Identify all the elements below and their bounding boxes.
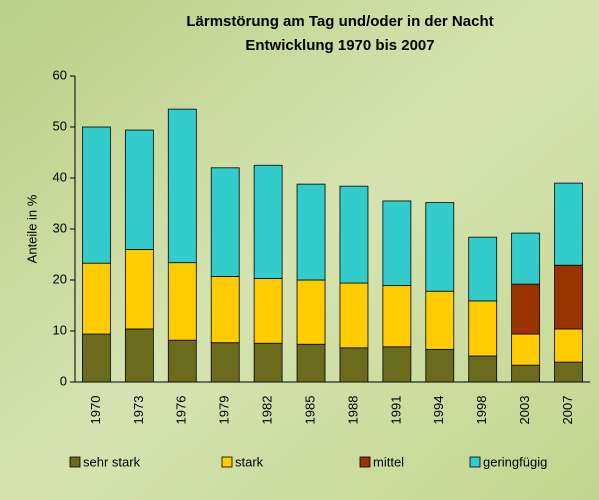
bar-segment (210, 276, 240, 344)
bar-segment (425, 202, 455, 292)
y-tick-label: 50 (53, 118, 67, 133)
bar-segment (339, 347, 369, 383)
x-tick-label: 1970 (88, 396, 103, 425)
bar-segment (296, 343, 326, 383)
bar-segment (339, 282, 369, 349)
x-tick-label: 1985 (302, 396, 317, 425)
bar-segment (124, 129, 154, 250)
legend-swatch (69, 456, 81, 468)
legend-swatch (221, 456, 233, 468)
bar-segment (296, 279, 326, 345)
bar-segment (382, 285, 412, 348)
x-tick-label: 1973 (131, 396, 146, 425)
y-tick-label: 40 (53, 169, 67, 184)
y-tick-label: 20 (53, 271, 67, 286)
bar-segment (339, 185, 369, 284)
bar-segment (468, 300, 498, 357)
x-tick-label: 2003 (517, 396, 532, 425)
bar-segment (468, 355, 498, 383)
x-tick-label: 1988 (345, 396, 360, 425)
y-tick-label: 30 (53, 220, 67, 235)
bar-segment (554, 264, 583, 330)
y-tick-label: 10 (53, 322, 67, 337)
bar-segment (167, 262, 197, 341)
x-tick-label: 2007 (560, 396, 575, 425)
y-tick-label: 0 (60, 373, 67, 388)
legend-label: geringfügig (483, 454, 547, 469)
chart-title: Lärmstörung am Tag und/oder in der Nacht (186, 13, 493, 30)
bar-segment (167, 339, 197, 383)
bar-segment (382, 346, 412, 383)
y-axis-label: Anteile in % (24, 194, 39, 263)
bar-segment (425, 348, 455, 383)
bar-segment (210, 342, 240, 383)
x-tick-label: 1994 (431, 396, 446, 425)
x-tick-label: 1991 (388, 396, 403, 425)
bar-segment (554, 328, 583, 363)
x-tick-label: 1979 (217, 396, 232, 425)
y-tick-label: 60 (53, 67, 67, 82)
legend-label: mittel (373, 454, 404, 469)
legend-swatch (359, 456, 371, 468)
bar-segment (82, 262, 111, 335)
bar-segment (296, 183, 326, 281)
bar-segment (511, 232, 541, 285)
bar-segment (167, 108, 197, 264)
bar-segment (425, 290, 455, 350)
x-tick-label: 1976 (174, 396, 189, 425)
bar-segment (468, 236, 498, 302)
chart-subtitle: Entwicklung 1970 bis 2007 (245, 37, 434, 54)
bar-segment (253, 164, 283, 279)
legend-swatch (469, 456, 481, 468)
bar-segment (382, 200, 412, 287)
bar-segment (554, 182, 583, 266)
bar-segment (511, 364, 541, 383)
bar-segment (554, 361, 583, 383)
bar-segment (511, 333, 541, 366)
bar-segment (511, 283, 541, 335)
bar-segment (210, 167, 240, 277)
bar-segment (124, 328, 154, 383)
legend-label: stark (235, 454, 264, 469)
bar-segment (82, 126, 111, 264)
bar-segment (82, 333, 111, 383)
legend-label: sehr stark (83, 454, 141, 469)
bar-segment (253, 342, 283, 383)
x-tick-label: 1998 (474, 396, 489, 425)
bar-segment (253, 278, 283, 344)
bar-segment (124, 248, 154, 330)
x-tick-label: 1982 (260, 396, 275, 425)
